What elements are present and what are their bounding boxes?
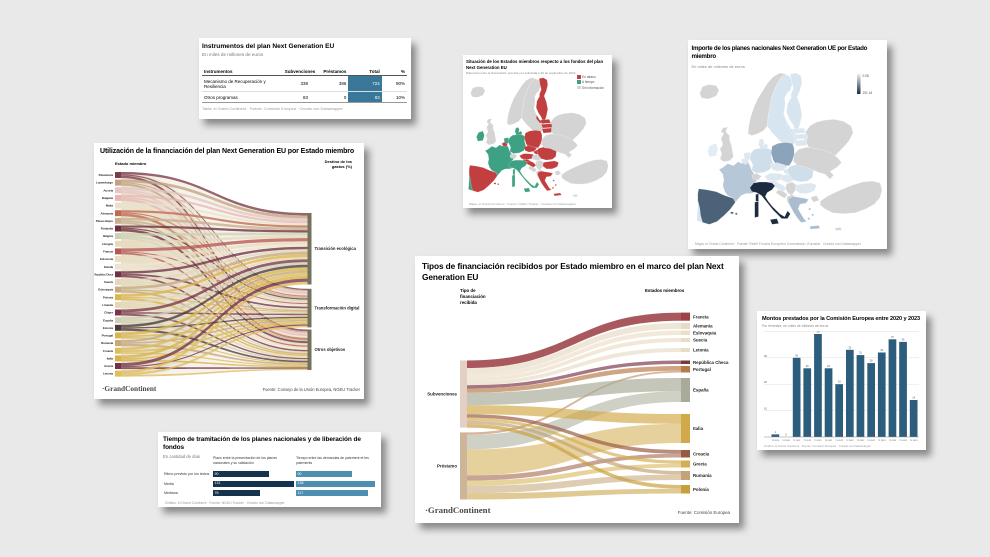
svg-text:T2 2022: T2 2022 [846, 440, 854, 442]
svg-text:1: 1 [775, 429, 777, 433]
svg-text:Rumania: Rumania [101, 341, 113, 345]
svg-text:31: 31 [859, 350, 862, 354]
svg-text:26: 26 [827, 363, 830, 367]
svg-text:32: 32 [880, 348, 883, 352]
svg-text:0: 0 [785, 432, 787, 436]
svg-text:Francia: Francia [103, 250, 113, 254]
svg-text:Portugal: Portugal [693, 367, 711, 372]
svg-text:España: España [103, 318, 113, 322]
svg-text:33: 33 [848, 345, 851, 349]
svg-text:Polonia: Polonia [693, 487, 709, 492]
svg-text:Portugal: Portugal [102, 334, 114, 338]
svg-text:30: 30 [795, 353, 798, 357]
svg-text:Letonia: Letonia [693, 348, 709, 353]
svg-text:191.44: 191.44 [863, 91, 873, 95]
svg-text:T1 2021: T1 2021 [793, 440, 801, 442]
svg-text:30: 30 [764, 353, 767, 357]
svg-text:Préstamo: Préstamo [437, 464, 457, 469]
svg-text:0.08: 0.08 [863, 74, 869, 78]
svg-text:Hungría: Hungría [102, 242, 113, 246]
svg-text:República Checa: República Checa [693, 360, 729, 365]
svg-text:37: 37 [891, 334, 894, 338]
svg-text:Austria: Austria [103, 188, 113, 192]
svg-text:Francia: Francia [693, 314, 709, 319]
svg-text:36: 36 [902, 337, 905, 341]
svg-text:Alemania: Alemania [101, 211, 114, 215]
svg-text:14: 14 [912, 395, 915, 399]
svg-text:T4 2023: T4 2023 [910, 440, 918, 442]
svg-text:Bélgica: Bélgica [103, 234, 113, 238]
svg-text:Grecia: Grecia [693, 462, 707, 467]
svg-text:Otros objetivos: Otros objetivos [315, 347, 346, 352]
svg-text:Dinamarca: Dinamarca [99, 173, 114, 177]
svg-text:Malta: Malta [106, 204, 114, 208]
svg-text:Alemania: Alemania [693, 324, 713, 329]
svg-text:Luxemburgo: Luxemburgo [96, 181, 113, 185]
svg-text:Irlanda: Irlanda [104, 265, 114, 269]
svg-text:Finlandia: Finlandia [101, 227, 114, 231]
svg-text:28: 28 [870, 358, 873, 362]
svg-text:T1 2023: T1 2023 [878, 440, 886, 442]
svg-text:20: 20 [764, 380, 767, 384]
svg-text:Lituania: Lituania [102, 303, 113, 307]
svg-text:T3 2021: T3 2021 [814, 440, 822, 442]
svg-text:Suecia: Suecia [693, 338, 708, 343]
svg-text:T1 2022: T1 2022 [835, 440, 843, 442]
svg-text:España: España [693, 388, 709, 393]
svg-text:10: 10 [764, 406, 767, 410]
svg-text:Grecia: Grecia [104, 364, 113, 368]
svg-text:T2 2021: T2 2021 [803, 440, 811, 442]
svg-text:Croacia: Croacia [693, 451, 710, 456]
svg-text:Subvenciones: Subvenciones [427, 392, 457, 397]
svg-text:T3 2020: T3 2020 [771, 440, 779, 442]
svg-text:Eslovaquia: Eslovaquia [98, 288, 113, 292]
svg-text:39: 39 [816, 331, 819, 334]
svg-text:Rumania: Rumania [693, 473, 712, 478]
svg-text:Italia: Italia [693, 426, 704, 431]
svg-text:Transición ecológica: Transición ecológica [315, 246, 357, 251]
svg-text:T4 2022: T4 2022 [867, 440, 875, 442]
svg-text:Estonia: Estonia [103, 326, 114, 330]
svg-text:Italia: Italia [107, 357, 114, 361]
svg-text:Bulgaria: Bulgaria [102, 196, 114, 200]
svg-text:Transformación digital: Transformación digital [315, 306, 360, 311]
svg-text:Eslovenia: Eslovenia [100, 257, 113, 261]
svg-text:Países Bajos: Países Bajos [96, 219, 114, 223]
svg-text:T3 2023: T3 2023 [899, 440, 907, 442]
svg-text:Chipre: Chipre [104, 311, 113, 315]
svg-text:T3 2022: T3 2022 [857, 440, 865, 442]
svg-text:Polonia: Polonia [103, 295, 114, 299]
svg-text:T4 2020: T4 2020 [782, 440, 790, 442]
svg-text:T2 2023: T2 2023 [889, 440, 897, 442]
svg-text:T4 2021: T4 2021 [825, 440, 833, 442]
svg-text:20: 20 [838, 379, 841, 383]
svg-text:República Checa: República Checa [94, 273, 113, 276]
svg-text:Croacia: Croacia [103, 349, 114, 353]
svg-text:Suecia: Suecia [104, 280, 113, 284]
svg-text:Letonia: Letonia [103, 372, 113, 376]
svg-text:Eslovaquia: Eslovaquia [693, 330, 717, 335]
svg-text:26: 26 [806, 363, 809, 367]
